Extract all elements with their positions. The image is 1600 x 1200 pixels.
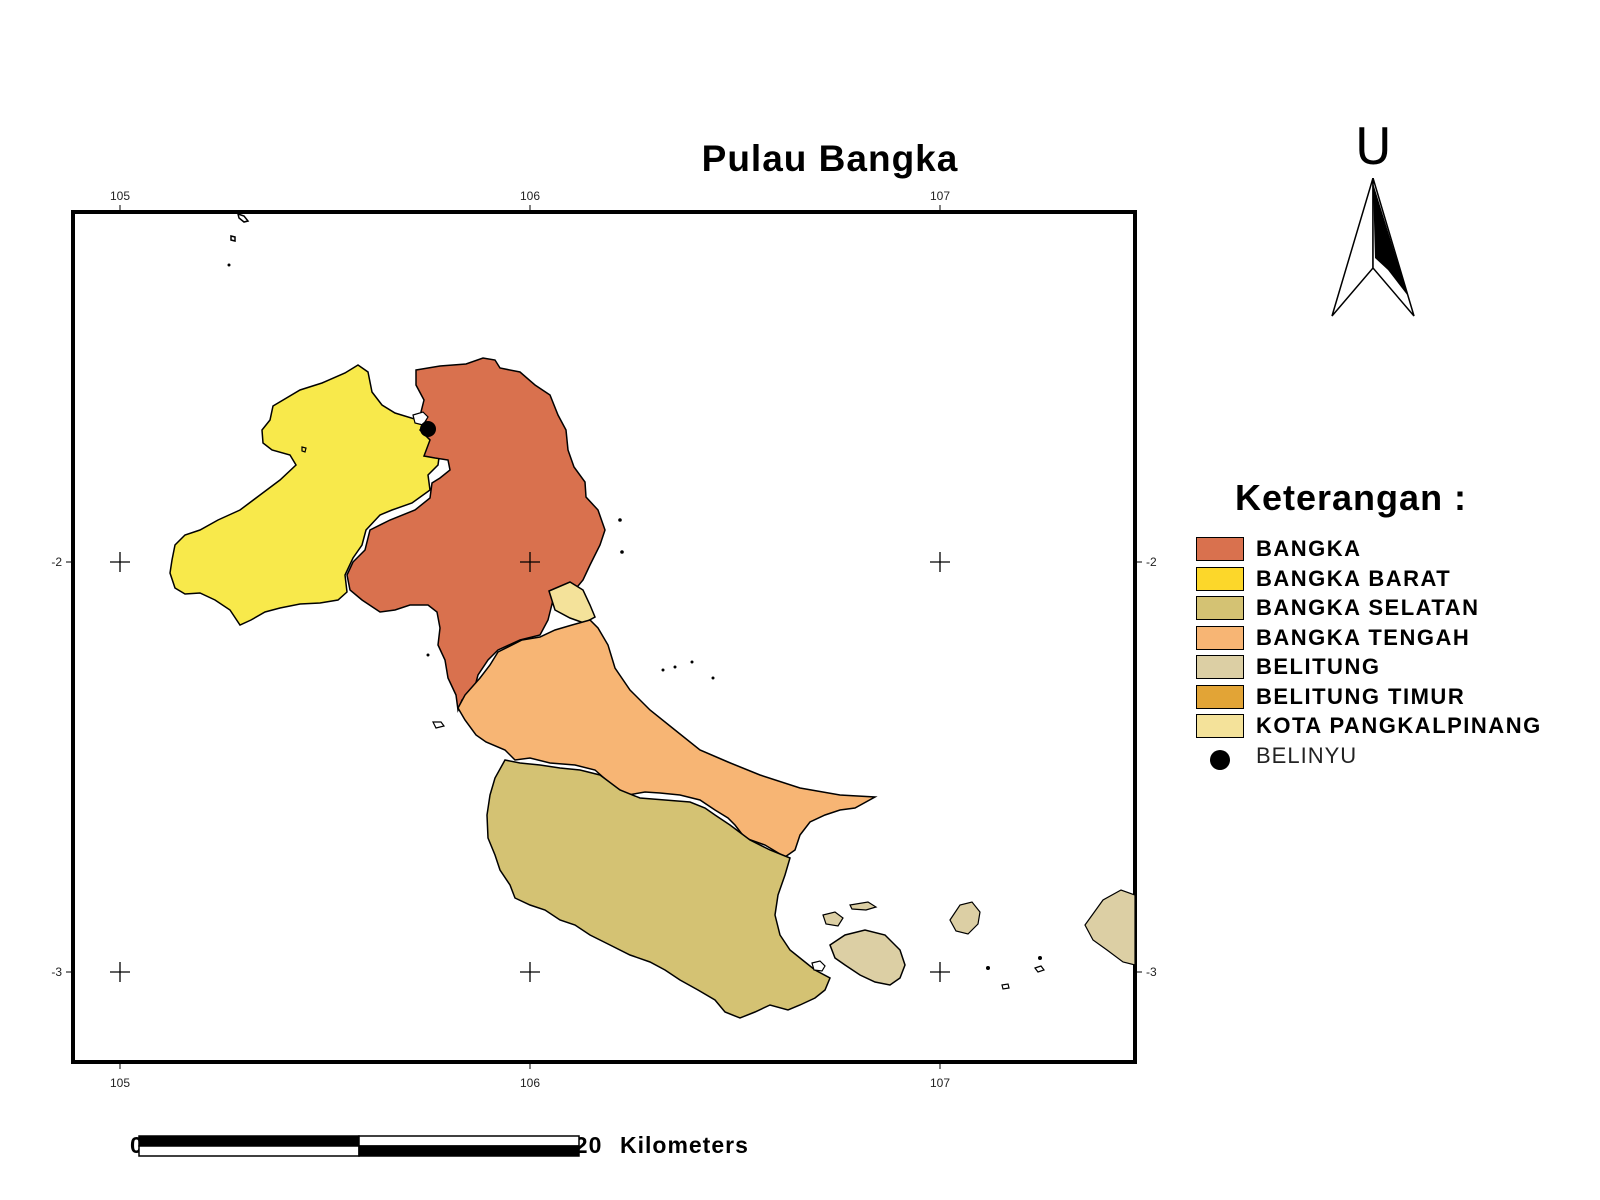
lon-label-top: 106	[520, 189, 540, 203]
island	[949, 901, 981, 935]
legend-swatch	[1196, 626, 1244, 650]
island	[673, 665, 677, 669]
legend-swatch	[1196, 596, 1244, 620]
graticule	[110, 552, 950, 982]
region-kota-pangkalpinang	[548, 581, 596, 624]
lat-label-left: -3	[51, 965, 62, 979]
island	[236, 212, 250, 223]
lat-label-right: -2	[1146, 555, 1157, 569]
legend-label: BANGKA	[1256, 536, 1362, 561]
lon-label-bottom: 105	[110, 1076, 130, 1090]
legend-item: BANGKA TENGAH	[1196, 624, 1470, 652]
region-bangka-selatan	[486, 759, 831, 1019]
island	[1001, 983, 1010, 990]
legend-item: BELITUNG TIMUR	[1196, 683, 1465, 711]
island	[230, 235, 236, 242]
region-bangka-barat	[169, 364, 441, 626]
belinyu-point	[420, 421, 436, 437]
legend-item: KOTA PANGKALPINANG	[1196, 712, 1542, 740]
island	[620, 550, 624, 554]
legend-swatch	[1196, 685, 1244, 709]
legend-label: BELINYU	[1256, 743, 1358, 768]
island	[1038, 956, 1042, 960]
island	[822, 911, 844, 927]
black-dot-icon	[1210, 750, 1230, 770]
legend-swatch	[1196, 714, 1244, 738]
island	[618, 518, 622, 522]
lat-label-right: -3	[1146, 965, 1157, 979]
island	[1084, 889, 1136, 966]
legend-item: BANGKA BARAT	[1196, 565, 1451, 593]
region-bangka	[346, 357, 606, 713]
island	[849, 901, 878, 911]
island	[432, 721, 446, 729]
lon-label-bottom: 107	[930, 1076, 950, 1090]
region-bangka-tengah	[457, 619, 878, 858]
island	[426, 653, 430, 657]
legend-item: BELITUNG	[1196, 653, 1380, 681]
north-arrow-icon	[1331, 178, 1415, 317]
island	[711, 676, 715, 680]
lon-label-bottom: 106	[520, 1076, 540, 1090]
legend-label: BANGKA SELATAN	[1256, 595, 1480, 620]
island	[301, 446, 307, 453]
region-belitung	[829, 929, 906, 986]
island	[412, 411, 429, 426]
lon-label-top: 107	[930, 189, 950, 203]
legend-swatch	[1196, 537, 1244, 561]
legend-item-point: BELINYU	[1196, 742, 1357, 770]
island	[986, 966, 990, 970]
lon-label-top: 105	[110, 189, 130, 203]
island	[661, 668, 665, 672]
legend-label: BELITUNG	[1256, 654, 1381, 679]
legend-swatch	[1196, 567, 1244, 591]
legend-label: BANGKA TENGAH	[1256, 625, 1471, 650]
legend-item: BANGKA	[1196, 535, 1362, 563]
scale-unit: Kilometers	[620, 1132, 749, 1158]
island	[1034, 965, 1045, 973]
legend-label: BANGKA BARAT	[1256, 566, 1452, 591]
island	[690, 660, 694, 664]
legend-item: BANGKA SELATAN	[1196, 594, 1479, 622]
legend-label: BELITUNG TIMUR	[1256, 684, 1466, 709]
map-title: Pulau Bangka	[701, 138, 959, 179]
legend-title: Keterangan :	[1235, 477, 1468, 518]
lat-label-left: -2	[51, 555, 62, 569]
island	[811, 960, 826, 972]
north-label: U	[1355, 118, 1392, 176]
legend-swatch	[1196, 655, 1244, 679]
island	[227, 263, 231, 267]
legend-label: KOTA PANGKALPINANG	[1256, 713, 1542, 738]
scale-bar	[138, 1135, 580, 1157]
